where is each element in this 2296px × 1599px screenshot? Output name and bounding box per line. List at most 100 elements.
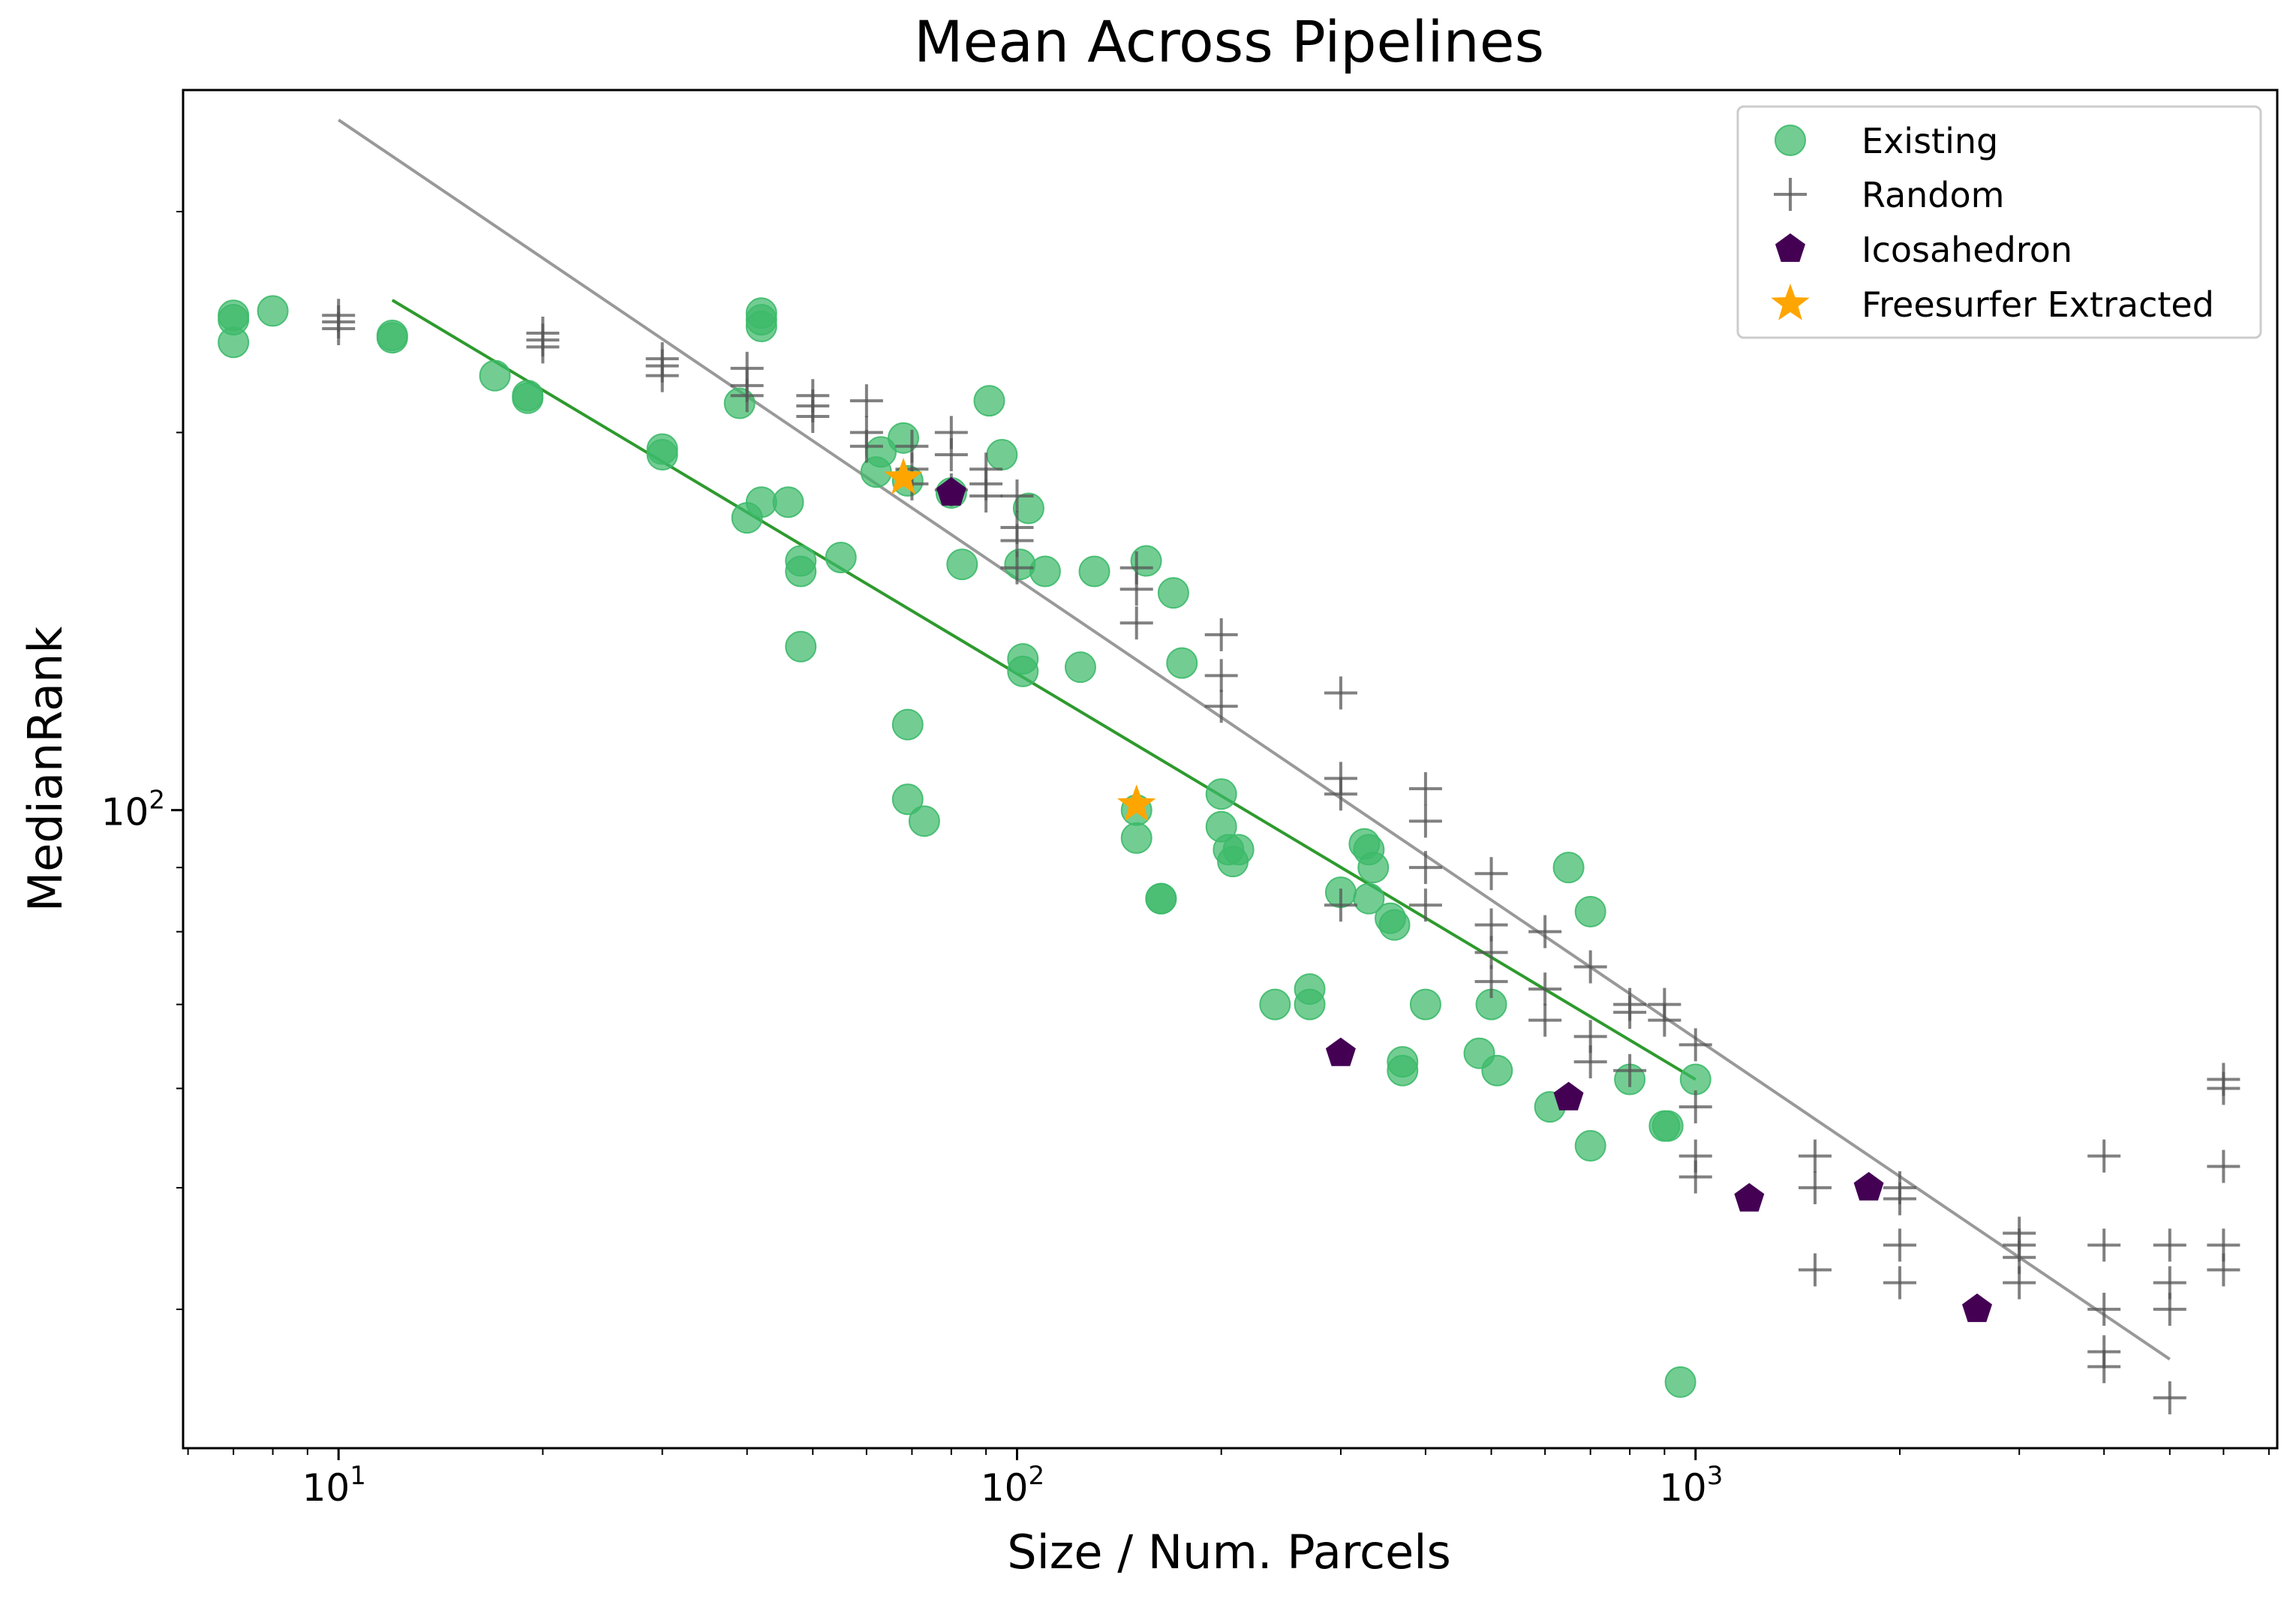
point-random [1474,965,1508,999]
point-random [2153,1228,2186,1262]
chart-title: Mean Across Pipelines [914,8,1544,75]
point-existing [646,439,678,471]
point-random [1408,804,1442,838]
point-random [969,479,1003,513]
point-existing [1378,909,1411,941]
point-random [1474,936,1508,969]
point-freesurfer-extracted [884,457,923,494]
point-random [1119,606,1153,640]
point-random [1798,1171,1832,1204]
point-random [1408,772,1442,806]
point-existing [891,708,924,741]
point-existing [1029,555,1061,588]
x-tick-label: 101 [302,1461,366,1510]
point-random [849,429,883,463]
point-random [1678,1028,1712,1062]
point-random [1648,1003,1681,1037]
point-random [1474,908,1508,942]
point-existing [1679,1063,1711,1096]
point-icosahedron [936,476,966,506]
point-existing [1078,555,1110,588]
point-random [2207,1150,2240,1183]
axes: 101 102 103 102 [101,211,2270,1510]
point-random [1408,851,1442,885]
point-existing [1409,988,1441,1020]
point-icosahedron [1325,1037,1356,1066]
point-icosahedron [1734,1183,1765,1212]
point-existing [973,385,1005,417]
point-icosahedron [1553,1081,1584,1111]
legend-marker-icosahedron [1775,233,1805,262]
point-existing [1120,822,1153,854]
x-axis-label: Size / Num. Parcels [1007,1525,1451,1579]
point-random [1613,996,1647,1029]
point-random [1528,972,1562,1006]
point-random [1204,690,1238,723]
point-freesurfer-extracted [1117,784,1156,822]
point-existing [257,295,289,327]
legend-marker-freesurfer-extracted [1771,284,1810,320]
point-random [1573,950,1607,984]
point-random [2087,1228,2121,1262]
point-random [1408,888,1442,922]
point-random [1324,888,1357,922]
point-random [1528,915,1562,948]
point-random [1324,777,1357,811]
point-existing [785,555,817,588]
point-random [645,359,679,392]
point-random [1883,1228,1916,1262]
point-random [849,384,883,418]
point-existing [1481,1054,1513,1087]
point-existing [1064,651,1096,684]
legend-label-freesurfer-extracted: Freesurfer Extracted [1862,284,2214,325]
point-random [1000,551,1034,585]
point-random [1474,857,1508,891]
legend-label-existing: Existing [1862,121,1998,161]
point-existing [986,439,1018,471]
point-existing [745,486,777,518]
legend-label-icosahedron: Icosahedron [1862,230,2072,270]
point-random [1883,1182,1916,1216]
point-existing [1166,647,1198,679]
point-existing [1205,778,1237,810]
point-random [2207,1072,2240,1105]
legend-box [1736,105,2262,339]
point-existing [1357,852,1390,884]
point-random [1678,1160,1712,1194]
point-existing [825,541,857,573]
point-existing [1294,973,1326,1005]
point-existing [1552,852,1585,884]
point-random [730,379,764,413]
point-random [1528,1003,1562,1037]
point-existing [1012,492,1044,524]
point-random [1573,1045,1607,1079]
point-random [1798,1139,1832,1173]
point-existing [946,549,978,581]
legend-marker-random [1774,178,1807,211]
point-random [1798,1253,1832,1287]
point-existing [512,382,544,414]
legend: Existing Random Icosahedron Freesurfer Extr… [1736,105,2262,339]
point-random [1678,1090,1712,1124]
point-random [1613,1053,1647,1087]
point-random [322,312,356,346]
point-random [2087,1350,2121,1384]
point-random [2207,1253,2240,1287]
point-existing [1007,655,1039,687]
point-random [796,399,830,433]
legend-marker-existing [1775,125,1806,156]
point-existing [745,311,777,343]
point-random [1000,479,1034,513]
fit-line-1 [338,119,2171,1361]
y-tick-label: 102 [101,786,165,834]
point-existing [1157,577,1189,609]
point-existing [376,322,408,354]
point-random [2153,1381,2186,1414]
point-existing [772,486,804,518]
point-random [1883,1266,1916,1300]
point-random [1324,676,1357,710]
x-tick-label: 103 [1659,1461,1723,1510]
legend-label-random: Random [1862,175,2004,215]
fit-line-2 [391,299,1696,1081]
